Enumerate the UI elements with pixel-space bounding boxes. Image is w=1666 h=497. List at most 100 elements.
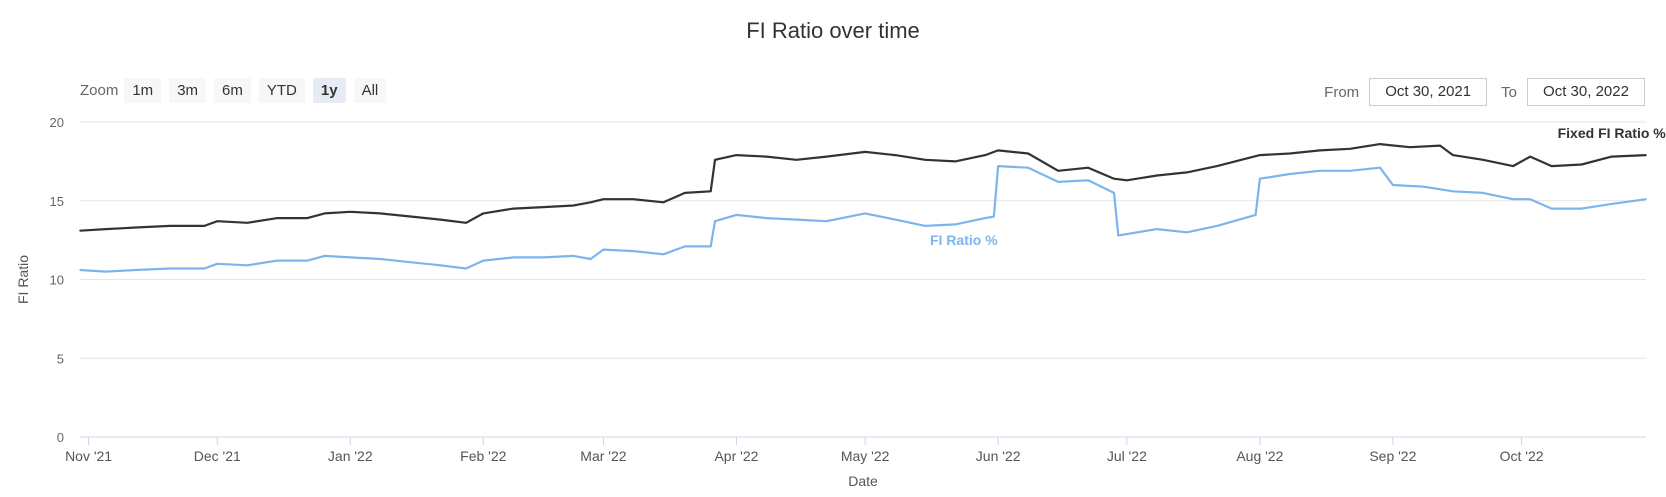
data-point: [1452, 154, 1454, 156]
x-tick-label: Aug '22: [1236, 448, 1283, 464]
data-point: [216, 220, 219, 223]
data-point: [203, 267, 206, 270]
data-point: [1087, 166, 1090, 169]
data-point: [512, 256, 515, 259]
x-tick-label: Jan '22: [328, 448, 373, 464]
data-point: [1645, 198, 1647, 200]
data-point: [997, 149, 999, 152]
data-point: [1289, 152, 1291, 155]
data-point: [1156, 174, 1158, 177]
data-point: [1027, 152, 1029, 155]
data-point: [735, 154, 738, 156]
from-date-input[interactable]: Oct 30, 2021: [1369, 78, 1488, 106]
data-point: [1349, 170, 1351, 172]
data-point: [735, 214, 738, 216]
data-point: [1319, 149, 1321, 152]
data-point: [1113, 177, 1115, 180]
y-tick-label: 5: [57, 351, 64, 366]
data-point: [714, 159, 716, 161]
zoom-selector: Zoom 1m 3m 6m YTD 1y All: [80, 78, 394, 103]
y-axis-ticks: 0 5 10 15 20: [50, 115, 64, 445]
zoom-label: Zoom: [80, 82, 119, 99]
data-point: [134, 226, 137, 229]
series-line: [79, 165, 1647, 273]
data-point: [1580, 163, 1583, 166]
data-point: [1392, 184, 1394, 186]
series-label: FI Ratio %: [930, 232, 998, 248]
data-point: [306, 217, 309, 219]
data-point: [1422, 185, 1424, 188]
data-point: [246, 222, 249, 224]
from-label: From: [1324, 83, 1360, 101]
data-point: [993, 215, 995, 218]
data-point: [954, 223, 957, 226]
data-point: [1409, 146, 1411, 148]
data-point: [924, 159, 927, 161]
data-point: [349, 210, 352, 213]
data-point: [542, 256, 545, 259]
data-point: [379, 258, 382, 260]
data-point: [1113, 192, 1115, 194]
data-point: [1349, 147, 1351, 150]
data-point: [714, 220, 716, 223]
data-point: [306, 259, 309, 262]
data-point: [765, 155, 768, 158]
x-tick-label: Dec '21: [194, 448, 241, 464]
zoom-1m-button[interactable]: 1m: [124, 78, 162, 103]
data-point: [349, 256, 352, 259]
data-point: [1117, 234, 1120, 237]
data-point: [864, 151, 866, 153]
data-point: [984, 154, 987, 156]
data-point: [572, 255, 575, 257]
data-point: [1057, 170, 1060, 172]
data-point: [169, 225, 171, 227]
date-range-selector: From Oct 30, 2021 To Oct 30, 2022: [1324, 78, 1645, 106]
data-point: [765, 217, 768, 219]
data-point: [632, 198, 635, 200]
data-point: [1550, 165, 1553, 167]
x-tick-label: May '22: [841, 448, 890, 464]
zoom-all-button[interactable]: All: [353, 78, 387, 103]
data-point: [1379, 166, 1381, 169]
zoom-6m-button[interactable]: 6m: [214, 78, 251, 103]
data-point: [572, 204, 575, 207]
zoom-ytd-button[interactable]: YTD: [258, 78, 305, 103]
data-point: [984, 217, 987, 219]
data-point: [1610, 155, 1613, 158]
to-date-input[interactable]: Oct 30, 2022: [1527, 78, 1645, 106]
data-point: [1186, 231, 1188, 234]
data-point: [512, 207, 515, 210]
data-point: [1379, 143, 1381, 145]
data-point: [709, 190, 712, 193]
data-point: [589, 201, 592, 204]
data-point: [276, 217, 279, 219]
zoom-1y-button[interactable]: 1y: [312, 78, 346, 103]
data-point: [1439, 144, 1441, 147]
y-tick-label: 10: [50, 273, 64, 288]
data-point: [439, 218, 442, 221]
x-tick-label: Nov '21: [65, 448, 112, 464]
data-point: [894, 218, 896, 221]
series-labels: Fixed FI Ratio % FI Ratio %: [930, 125, 1666, 248]
y-tick-label: 20: [50, 115, 64, 130]
data-point: [795, 218, 798, 221]
y-axis-title: FI Ratio: [15, 255, 31, 304]
data-point: [465, 222, 467, 224]
data-point: [216, 262, 219, 265]
chart-title: FI Ratio over time: [746, 18, 920, 43]
x-tick-label: Mar '22: [580, 448, 626, 464]
data-point: [894, 154, 896, 156]
data-point: [542, 206, 545, 208]
data-point: [482, 212, 485, 215]
x-tick-label: Oct '22: [1500, 448, 1544, 464]
x-axis-title: Date: [848, 473, 878, 489]
x-tick-label: Apr '22: [714, 448, 758, 464]
data-point: [709, 245, 712, 248]
data-point: [602, 198, 605, 200]
x-tick-label: Feb '22: [460, 448, 506, 464]
data-point: [864, 212, 866, 215]
data-point: [1087, 179, 1090, 182]
zoom-3m-button[interactable]: 3m: [169, 78, 207, 103]
data-point: [1529, 198, 1531, 200]
